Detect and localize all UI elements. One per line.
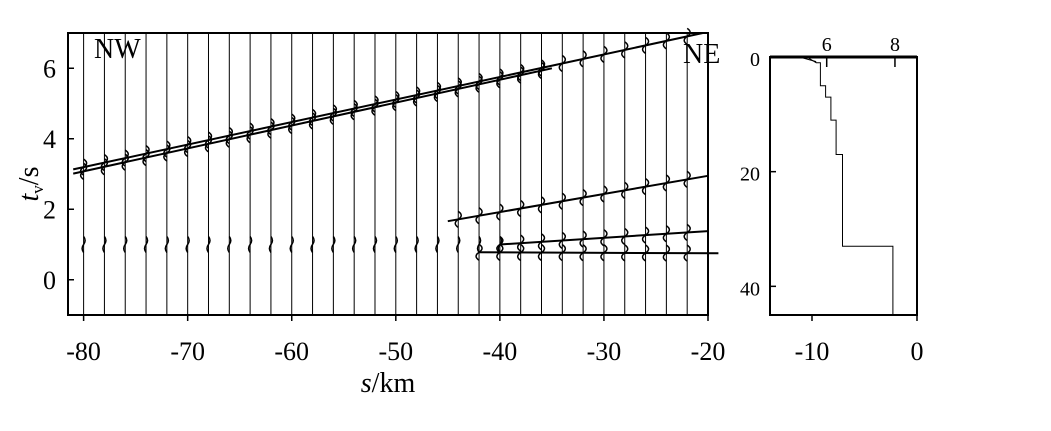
y-axis-sub: v xyxy=(28,185,47,194)
y-tick-label: 6 xyxy=(43,54,56,83)
x-tick-label: -80 xyxy=(66,337,101,366)
x-axis-unit: /km xyxy=(372,368,416,399)
wavelet xyxy=(435,236,440,253)
wavelet xyxy=(185,236,190,253)
x-axis-title: s/km xyxy=(361,368,416,399)
wavelet xyxy=(122,236,128,253)
inset-x-tick-label: -10 xyxy=(795,337,830,366)
wavelet xyxy=(414,236,419,253)
x-axis-var: s xyxy=(361,368,372,399)
wavelet xyxy=(372,236,378,253)
inset-top-tick-label: 8 xyxy=(890,34,900,56)
x-tick-label: -60 xyxy=(274,337,309,366)
nw-label: NW xyxy=(94,34,141,65)
x-tick-label: -70 xyxy=(170,337,205,366)
travel-time-line xyxy=(447,174,709,223)
travel-time-line xyxy=(479,251,719,255)
wavelet xyxy=(206,236,211,253)
x-tick-label: -20 xyxy=(691,337,726,366)
wavelet xyxy=(331,236,336,253)
x-tick-label: -50 xyxy=(378,337,413,366)
travel-time-line xyxy=(72,67,553,175)
y-axis-var: t xyxy=(14,192,45,201)
wavelet xyxy=(268,236,274,253)
record-section-panel: -80 -70 -60 -50 -40 -30 -20 0 2 4 6 NW NE s/km tv… xyxy=(14,27,725,399)
wavelet xyxy=(455,236,461,253)
travel-time-line xyxy=(72,32,704,171)
velocity-surface-gradient xyxy=(799,56,817,63)
travel-time-curves xyxy=(72,32,719,255)
y-tick-label: 2 xyxy=(43,195,56,224)
wavelet xyxy=(351,236,357,253)
travel-time-line xyxy=(499,230,709,246)
wavelet xyxy=(143,236,149,253)
wavelet xyxy=(247,236,253,253)
x-tick-label: -40 xyxy=(483,337,518,366)
trace-wavelets xyxy=(79,27,691,262)
seismic-traces xyxy=(83,33,688,315)
inset-depth-tick-label: 0 xyxy=(750,49,760,71)
wavelet xyxy=(102,236,107,253)
wavelet xyxy=(310,236,315,253)
y-tick-label: 0 xyxy=(43,266,56,295)
inset-depth-tick-label: 20 xyxy=(740,164,760,186)
velocity-profile-frame xyxy=(769,56,918,316)
y-tick-label: 4 xyxy=(43,125,56,154)
wavelet xyxy=(497,236,503,253)
wavelet xyxy=(227,236,232,253)
x-tick-label: -30 xyxy=(587,337,622,366)
inset-depth-ticks: 0 20 40 xyxy=(740,49,776,300)
inset-x-axis-ticks: -10 0 xyxy=(795,315,924,366)
velocity-depth-profile-line xyxy=(806,56,894,315)
wavelet xyxy=(289,236,294,253)
inset-top-tick-label: 6 xyxy=(822,34,832,56)
y-axis-title: tv/s xyxy=(14,167,47,202)
wavelet xyxy=(81,236,86,253)
inset-depth-tick-label: 40 xyxy=(740,278,760,300)
x-axis-ticks: -80 -70 -60 -50 -40 -30 -20 xyxy=(66,315,725,366)
wavelet xyxy=(164,236,170,253)
y-axis-unit: /s xyxy=(14,167,45,186)
ne-label: NE xyxy=(683,39,720,70)
record-section-frame xyxy=(67,32,709,316)
inset-x-tick-label: 0 xyxy=(911,337,924,366)
wavelet xyxy=(393,236,399,253)
y-axis-ticks: 0 2 4 6 xyxy=(43,54,74,295)
wavelet xyxy=(476,236,482,253)
